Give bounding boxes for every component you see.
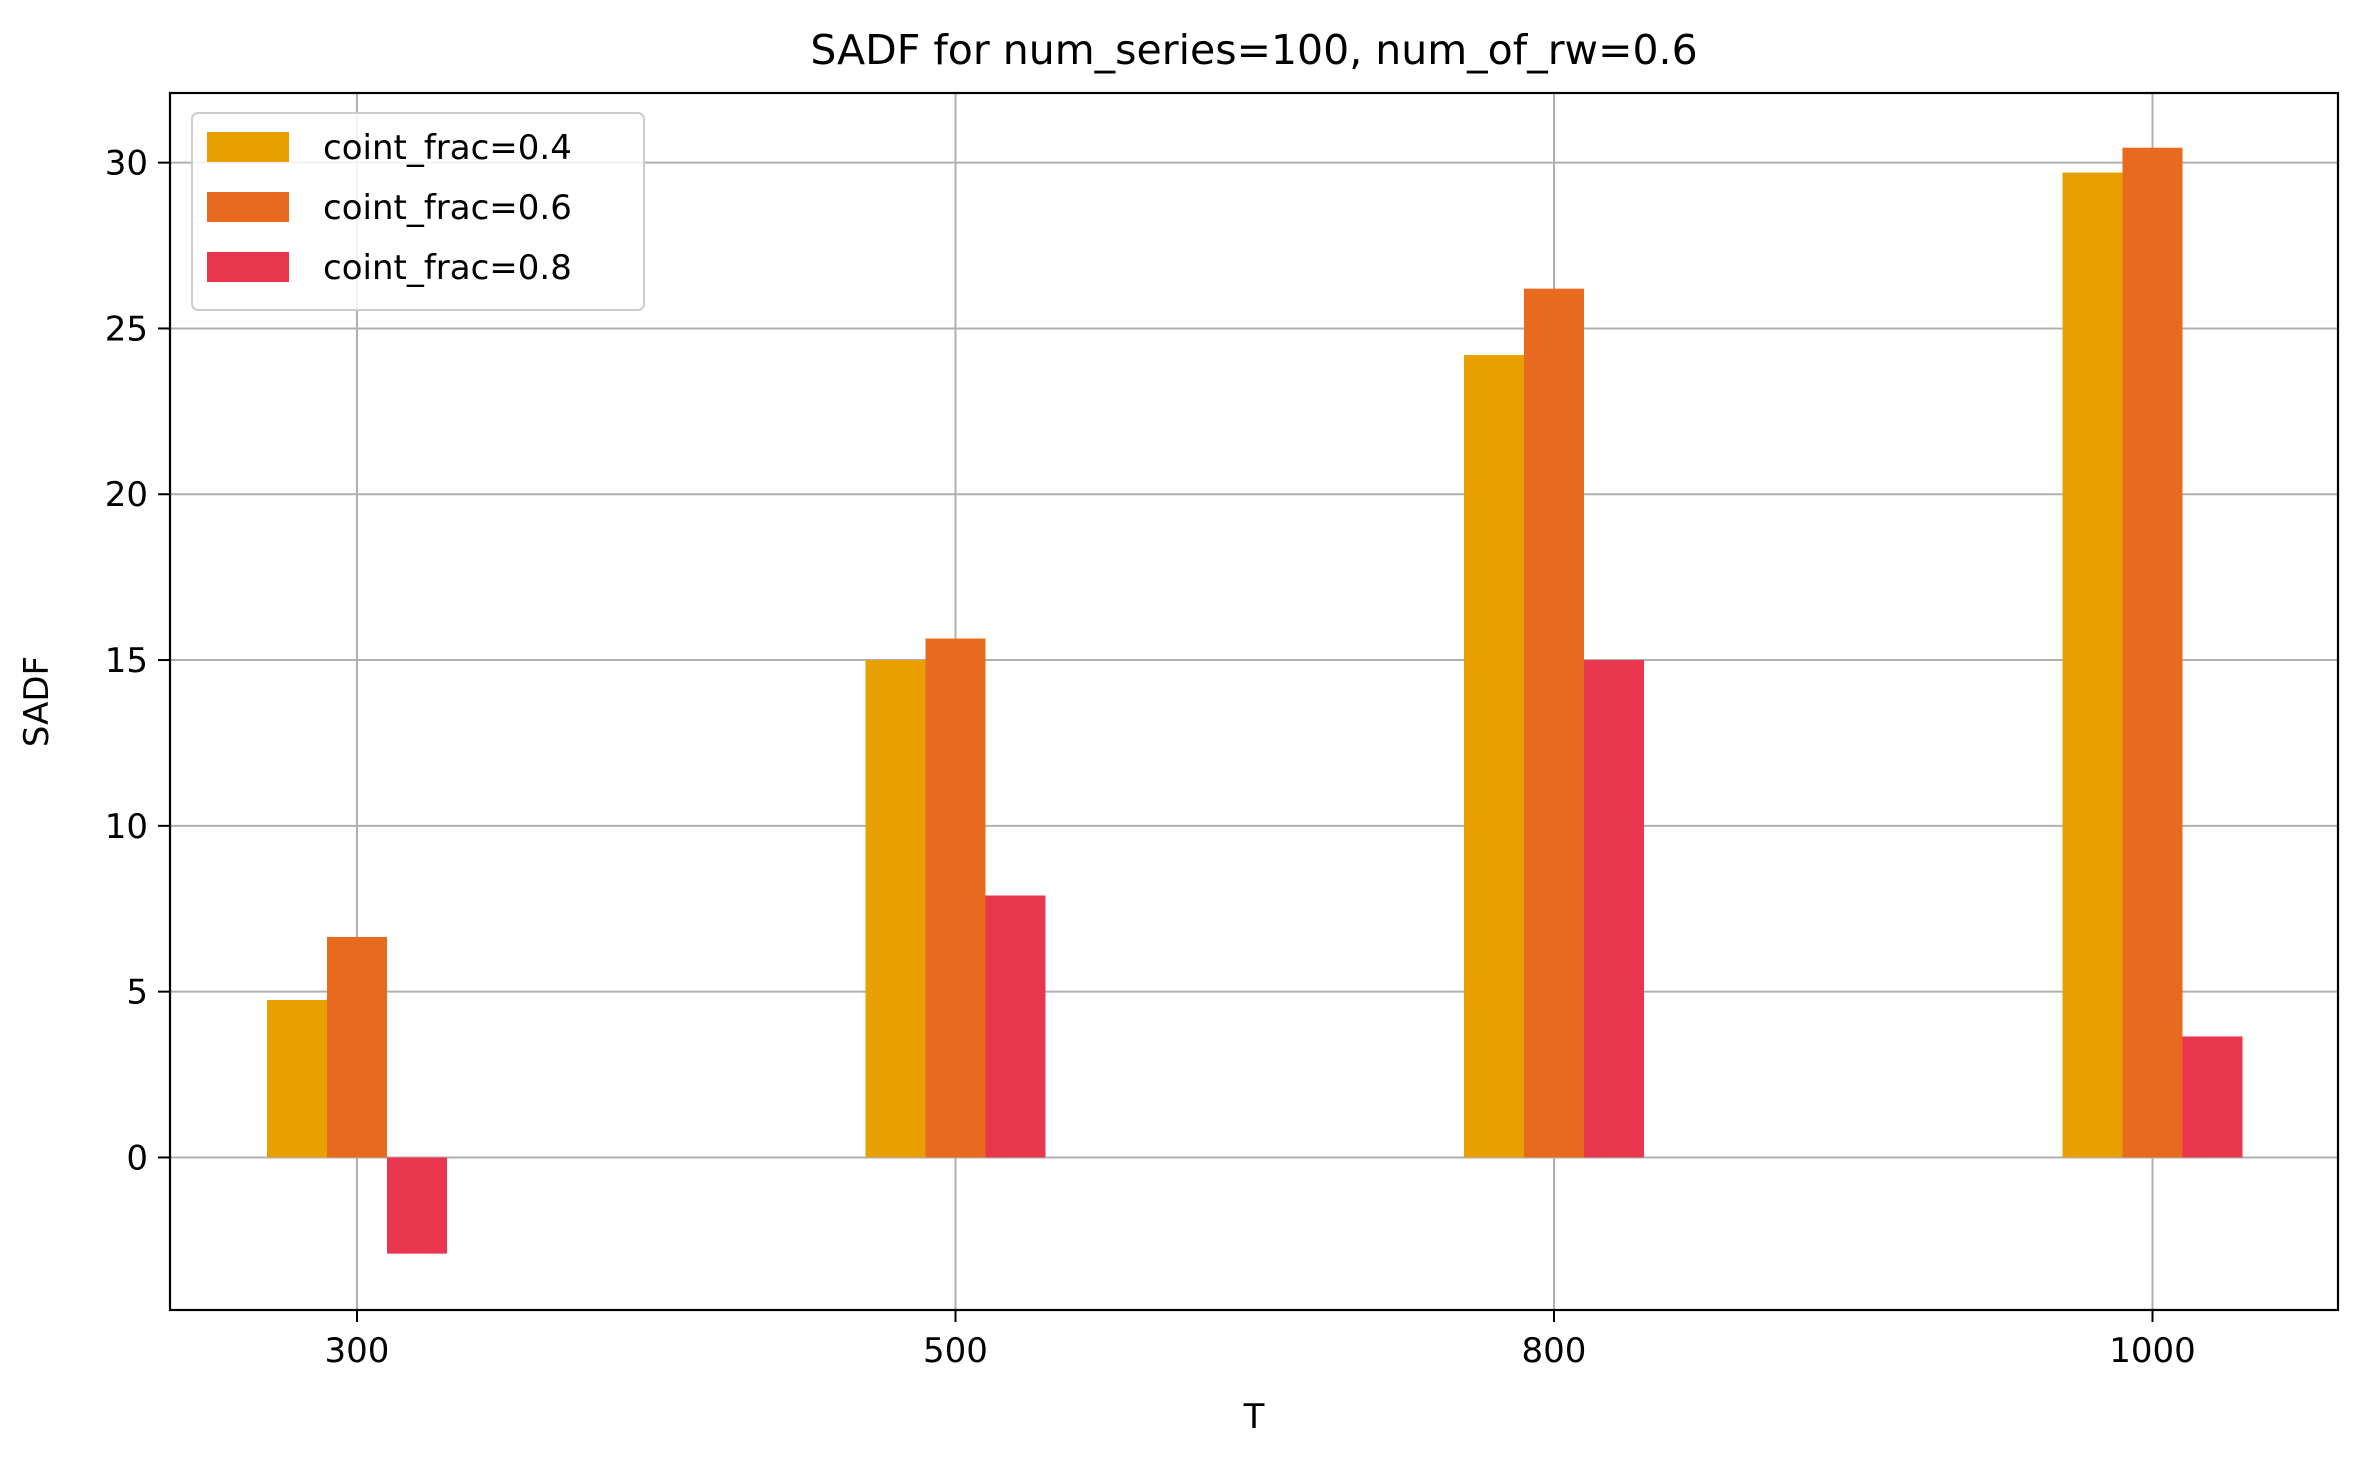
y-tick-label: 5 <box>126 973 148 1013</box>
bar-coint_frac=0.8-500 <box>985 895 1046 1158</box>
bar-coint_frac=0.8-300 <box>387 1157 447 1254</box>
legend-label: coint_frac=0.6 <box>323 188 572 228</box>
x-tick-label: 300 <box>325 1331 390 1371</box>
legend-box <box>191 112 645 311</box>
bar-coint_frac=0.6-500 <box>925 638 986 1158</box>
legend-swatch <box>207 132 289 162</box>
legend-label: coint_frac=0.4 <box>323 128 572 168</box>
y-tick-label: 20 <box>105 475 148 515</box>
x-tick-label: 800 <box>1522 1331 1587 1371</box>
y-tick-label: 10 <box>105 807 148 847</box>
bar-coint_frac=0.4-500 <box>865 660 926 1158</box>
y-tick-label: 30 <box>105 144 148 184</box>
plot-frame <box>168 91 2340 1312</box>
axis-ticks: 0 5 10 15 20 25 30 300 500 800 1000 <box>105 144 2196 1371</box>
legend-swatch <box>207 252 289 282</box>
y-tick-label: 25 <box>105 309 148 349</box>
legend-swatch <box>207 192 289 222</box>
bar-coint_frac=0.8-800 <box>1584 660 1644 1158</box>
y-tick-label: 15 <box>105 641 148 681</box>
legend: coint_frac=0.4 coint_frac=0.6 coint_frac=0… <box>191 112 645 311</box>
chart-title: SADF for num_series=100, num_of_rw=0.6 <box>810 26 1697 74</box>
bar-coint_frac=0.4-300 <box>267 999 327 1158</box>
bar-coint_frac=0.6-800 <box>1524 288 1584 1158</box>
bar-coint_frac=0.4-800 <box>1464 354 1524 1158</box>
y-axis-label: SADF <box>17 656 57 747</box>
bar-coint_frac=0.6-300 <box>327 936 387 1158</box>
x-tick-label: 1000 <box>2109 1331 2196 1371</box>
bar-coint_frac=0.4-1000 <box>2062 172 2123 1158</box>
legend-label: coint_frac=0.8 <box>323 248 572 288</box>
bar-coint_frac=0.6-1000 <box>2122 147 2183 1158</box>
y-tick-label: 0 <box>126 1138 148 1178</box>
x-axis-label: T <box>1243 1397 1265 1437</box>
x-tick-label: 500 <box>923 1331 988 1371</box>
bars <box>267 147 2243 1254</box>
bar-coint_frac=0.8-1000 <box>2182 1036 2243 1158</box>
